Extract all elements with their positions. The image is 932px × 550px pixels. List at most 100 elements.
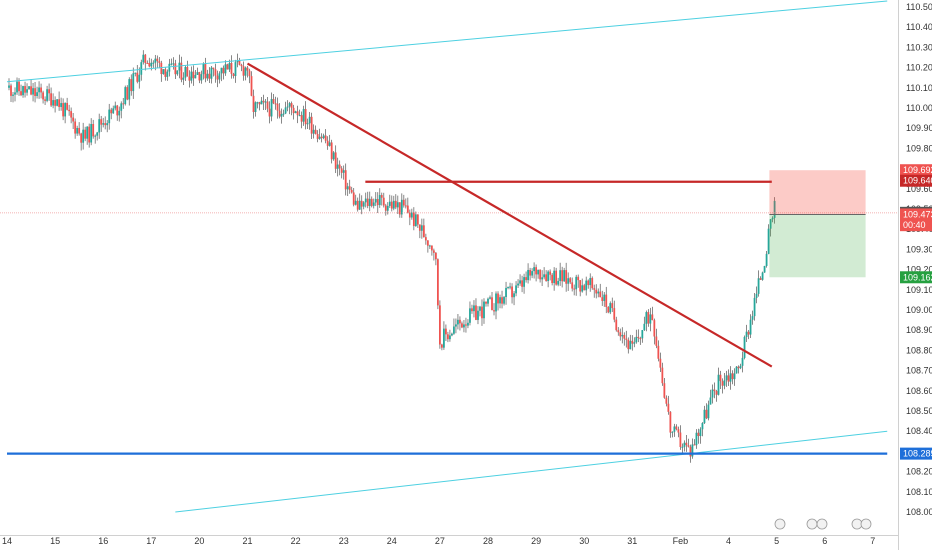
candle-body [743,336,746,358]
candle-body [685,442,688,446]
candle-body [739,365,742,369]
candle-body [507,286,509,288]
candle-body [184,66,187,78]
price-labels-layer: 109.692109.640109.481109.47300:40109.162… [900,164,932,460]
candle-body [501,297,503,304]
candle-body [352,192,355,205]
trendline[interactable] [175,430,888,513]
candle-body [126,87,129,100]
candle-body [388,201,391,206]
candle-body [318,136,321,139]
candle-body [549,271,552,275]
candle-body [771,217,774,220]
candle-body [521,280,523,287]
trendline-layer[interactable] [6,0,888,513]
candle-body [523,277,525,287]
candle-body [60,103,63,107]
candle-body [749,319,752,335]
candle-body [42,92,44,100]
y-tick-label: 108.900 [906,325,932,335]
candle-body [428,245,431,247]
x-tick-label: 23 [339,536,349,546]
candle-body [206,73,209,79]
take-profit-zone[interactable] [769,214,866,278]
y-tick-label: 108.400 [906,426,932,436]
candle-body [627,339,630,350]
candle-body [176,70,179,75]
candle-body [88,126,91,143]
candle-body [198,72,201,81]
candle-body [90,124,93,143]
candle-body [38,87,40,93]
candle-body [172,63,175,65]
candle-body [445,328,447,335]
event-flag-icon[interactable] [816,518,828,530]
candle-body [62,103,65,117]
candle-body [439,305,441,345]
candle-body [272,99,275,104]
candle-body [338,164,341,169]
position-layer[interactable] [769,170,866,278]
event-flag-icon[interactable] [860,518,872,530]
candle-body [555,270,558,285]
candle-body [34,88,36,96]
event-icons[interactable] [774,518,872,530]
candle-body [132,73,135,92]
candle-body [416,214,419,225]
candle-body [86,126,89,139]
candle-body [543,274,546,278]
candle-body [258,102,261,105]
candle-body [106,123,109,126]
x-tick-label: 28 [483,536,493,546]
candle-body [703,409,706,424]
candle-body [751,316,754,320]
candle-body [20,91,22,96]
event-flag-icon[interactable] [851,518,863,530]
trendline[interactable] [6,0,888,83]
y-tick-label: 110.500 [906,2,932,12]
stop-loss-zone[interactable] [769,170,866,215]
candle-body [587,280,590,286]
candle-body [334,152,337,169]
candle-body [16,81,18,93]
candle-body [493,310,495,312]
candle-body [481,306,483,319]
candle-body [400,199,403,215]
candle-body [635,336,638,343]
candle-body [414,214,417,227]
price-tag [900,174,932,187]
candle-body [218,73,221,80]
event-flag-icon[interactable] [774,518,786,530]
candle-body [262,100,265,103]
candle-body [166,71,169,77]
candle-body [360,200,363,207]
candle-body [96,132,99,136]
candle-body [230,63,233,74]
candle-body [637,336,640,339]
candle-body [384,205,387,211]
candle-body [228,63,231,70]
event-flag-icon[interactable] [806,518,818,530]
candle-body [561,270,564,282]
candle-body [547,271,550,282]
candle-body [134,72,137,74]
candle-body [284,107,287,114]
candle-body [651,314,654,321]
candle-body [354,200,357,205]
trendline[interactable] [246,62,773,368]
candle-body [308,116,311,124]
candle-body [541,277,544,280]
candle-body [595,289,598,294]
time-axis[interactable]: 14 15 16 17 20 21 22 23 24 27 28 29 30 31 Feb 4 5 6 7 [2,536,875,546]
candle-body [765,253,768,266]
candle-body [755,293,758,298]
candle-body [214,69,217,76]
candle-body [370,198,373,206]
candle-body [593,288,596,290]
candle-body [537,269,540,275]
candle-body [270,99,273,117]
candle-body [601,297,604,301]
candle-body [54,100,56,106]
price-tag [900,219,932,232]
